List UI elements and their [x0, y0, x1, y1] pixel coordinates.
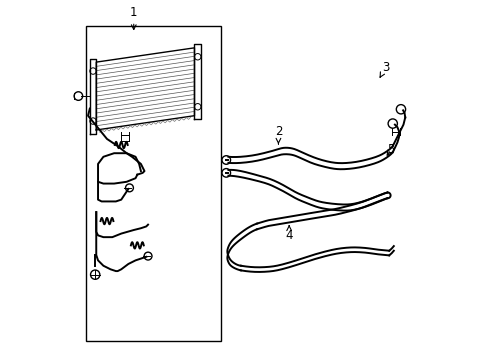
Circle shape	[395, 105, 405, 114]
Circle shape	[194, 54, 201, 60]
Text: 2: 2	[274, 125, 282, 144]
Circle shape	[125, 184, 133, 192]
Circle shape	[194, 104, 201, 110]
Circle shape	[90, 68, 96, 74]
Circle shape	[387, 119, 397, 128]
Circle shape	[74, 92, 82, 100]
Circle shape	[90, 118, 96, 124]
Text: 1: 1	[130, 6, 137, 30]
Circle shape	[144, 252, 152, 260]
Text: 3: 3	[379, 61, 388, 77]
Text: 4: 4	[285, 226, 292, 242]
Circle shape	[90, 270, 100, 279]
Circle shape	[222, 168, 230, 177]
Text: 5: 5	[386, 143, 394, 156]
Bar	[85, 26, 221, 341]
Circle shape	[222, 156, 230, 164]
